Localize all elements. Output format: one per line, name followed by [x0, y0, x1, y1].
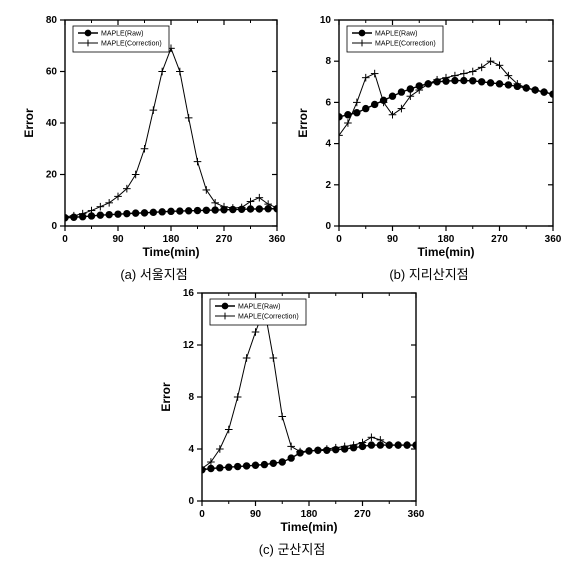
svg-text:10: 10 [320, 15, 332, 26]
svg-text:360: 360 [269, 234, 286, 245]
svg-text:MAPLE(Correction): MAPLE(Correction) [101, 41, 162, 48]
svg-text:MAPLE(Raw): MAPLE(Raw) [238, 304, 280, 311]
svg-text:MAPLE(Raw): MAPLE(Raw) [101, 31, 143, 38]
svg-text:4: 4 [188, 444, 194, 455]
svg-text:Time(min): Time(min) [142, 245, 199, 259]
svg-text:0: 0 [336, 234, 342, 245]
svg-text:360: 360 [408, 509, 425, 520]
svg-text:MAPLE(Correction): MAPLE(Correction) [238, 314, 299, 321]
svg-text:40: 40 [46, 118, 58, 129]
svg-text:180: 180 [301, 509, 318, 520]
chart-c: 0 90 180 270 360 0 4 8 12 16 Time(min) Error MAPLE(R… [158, 283, 426, 537]
svg-text:Error: Error [296, 108, 310, 138]
svg-text:4: 4 [325, 139, 331, 150]
svg-text:90: 90 [250, 509, 262, 520]
svg-text:0: 0 [188, 496, 194, 507]
svg-text:90: 90 [112, 234, 124, 245]
svg-text:270: 270 [491, 234, 508, 245]
caption-b: (b) 지리산지점 [389, 264, 468, 283]
svg-text:0: 0 [325, 221, 331, 232]
svg-text:Time(min): Time(min) [280, 520, 337, 534]
svg-text:270: 270 [216, 234, 233, 245]
svg-text:MAPLE(Raw): MAPLE(Raw) [375, 31, 417, 38]
svg-text:0: 0 [199, 509, 205, 520]
chart-a-panel: 0 90 180 270 360 0 20 40 60 80 Time(min) Error MAPLE… [21, 10, 287, 283]
svg-text:60: 60 [46, 67, 58, 78]
svg-text:360: 360 [545, 234, 562, 245]
svg-text:90: 90 [387, 234, 399, 245]
svg-text:180: 180 [438, 234, 455, 245]
svg-text:180: 180 [163, 234, 180, 245]
svg-text:8: 8 [188, 392, 194, 403]
svg-text:0: 0 [62, 234, 68, 245]
chart-a: 0 90 180 270 360 0 20 40 60 80 Time(min) Error MAPLE… [21, 10, 287, 262]
caption-c: (c) 군산지점 [259, 539, 326, 558]
svg-text:16: 16 [183, 288, 195, 299]
svg-text:270: 270 [354, 509, 371, 520]
caption-a: (a) 서울지점 [120, 264, 187, 283]
svg-text:MAPLE(Correction): MAPLE(Correction) [375, 41, 436, 48]
svg-text:20: 20 [46, 170, 58, 181]
svg-text:Error: Error [159, 382, 173, 412]
svg-text:2: 2 [325, 180, 331, 191]
svg-text:Error: Error [22, 108, 36, 138]
svg-text:0: 0 [51, 221, 57, 232]
svg-text:Time(min): Time(min) [417, 245, 474, 259]
svg-text:6: 6 [325, 97, 331, 108]
chart-c-panel: 0 90 180 270 360 0 4 8 12 16 Time(min) Error MAPLE(R… [158, 283, 426, 558]
svg-text:8: 8 [325, 56, 331, 67]
chart-b: 0 90 180 270 360 0 2 4 6 8 10 Time(min) Error MAPLE(R… [295, 10, 563, 262]
svg-text:12: 12 [183, 340, 195, 351]
svg-text:80: 80 [46, 15, 58, 26]
chart-b-panel: 0 90 180 270 360 0 2 4 6 8 10 Time(min) Error MAPLE(R… [295, 10, 563, 283]
